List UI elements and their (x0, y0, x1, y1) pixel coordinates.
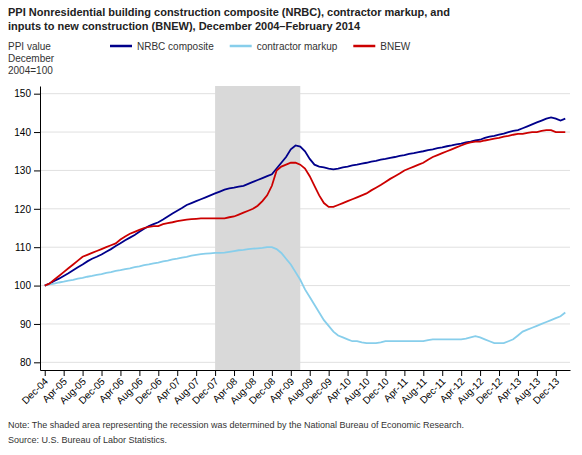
plot-area (45, 86, 566, 370)
x-tick-mark (139, 370, 140, 376)
annotation: Note: The shaded area representing the r… (8, 420, 464, 430)
x-tick-mark (348, 370, 349, 376)
x-tick-mark (480, 370, 481, 376)
x-tick-mark (404, 370, 405, 376)
legend-label: BNEW (380, 41, 411, 52)
x-tick-mark (102, 370, 103, 376)
y-tick-mark (34, 209, 40, 210)
y-tick: 150 (14, 88, 40, 99)
x-tick-mark (45, 370, 46, 376)
series-line (45, 117, 566, 285)
x-tick-label: Dec-13 (531, 375, 562, 406)
title-line: PPI Nonresidential building construction… (8, 6, 450, 18)
grid-line (40, 323, 570, 324)
grid-line (40, 132, 570, 133)
y-tick-mark (34, 170, 40, 171)
y-tick: 110 (15, 242, 40, 253)
y-tick-mark (34, 286, 40, 287)
x-tick-mark (423, 370, 424, 376)
x-tick-mark (329, 370, 330, 376)
y-tick-mark (34, 362, 40, 363)
legend-label: contractor markup (257, 41, 338, 52)
y-axis-line (40, 87, 41, 371)
x-tick-mark (310, 370, 311, 376)
y-tick-mark (34, 132, 40, 133)
grid-line (40, 362, 570, 363)
series-line (45, 247, 566, 343)
x-tick-mark (196, 370, 197, 376)
x-tick-mark (385, 370, 386, 376)
x-axis-line (41, 370, 571, 371)
legend-item: NRBC composite (110, 41, 214, 52)
title-line: inputs to new construction (BNEW), Decem… (8, 20, 361, 32)
x-tick-mark (442, 370, 443, 376)
y-tick: 100 (14, 280, 40, 291)
legend-swatch (353, 45, 375, 48)
y-axis-label-line: 2004=100 (8, 65, 53, 76)
annotation: Source: U.S. Bureau of Labor Statistics. (8, 435, 167, 445)
y-tick-label: 90 (20, 319, 32, 330)
x-tick-mark (83, 370, 84, 376)
x-tick-mark (234, 370, 235, 376)
x-tick-mark (291, 370, 292, 376)
y-tick: 140 (14, 127, 40, 138)
y-tick-label: 120 (14, 204, 31, 215)
title: PPI Nonresidential building construction… (8, 6, 450, 32)
legend-item: BNEW (353, 41, 411, 52)
grid-line (40, 285, 570, 286)
y-tick-mark (34, 94, 40, 95)
legend-swatch (110, 45, 132, 48)
x-tick-mark (499, 370, 500, 376)
x-tick-mark (367, 370, 368, 376)
y-tick-mark (34, 324, 40, 325)
legend: NRBC composite contractor markup BNEW (110, 41, 411, 52)
x-tick-mark (272, 370, 273, 376)
y-axis: 80 90 100 110 120 130 140 150 (14, 87, 40, 371)
grid-line (40, 93, 570, 94)
x-tick-mark (518, 370, 519, 376)
grid-line (40, 208, 570, 209)
y-axis-label-line: December (8, 53, 55, 64)
grid (40, 94, 570, 363)
y-tick-label: 130 (14, 165, 31, 176)
x-tick: Dec-13 (531, 370, 562, 406)
legend-label: NRBC composite (137, 41, 214, 52)
x-tick-mark (177, 370, 178, 376)
x-tick-mark (537, 370, 538, 376)
shaded-range (215, 86, 300, 370)
y-tick-mark (34, 247, 40, 248)
y-axis-label-line: PPI value (8, 41, 51, 52)
x-tick-mark (253, 370, 254, 376)
legend-item: contractor markup (230, 41, 338, 52)
legend-swatch (230, 45, 252, 48)
y-tick: 120 (14, 204, 40, 215)
chart-svg: PPI Nonresidential building construction… (0, 0, 582, 455)
x-axis: Dec-04Apr-05Aug-05Dec-05Apr-06Aug-06Dec-… (20, 370, 571, 406)
y-tick: 130 (14, 165, 40, 176)
x-tick-mark (461, 370, 462, 376)
x-tick-mark (556, 370, 557, 376)
x-tick-mark (64, 370, 65, 376)
y-tick-label: 150 (14, 88, 31, 99)
x-tick-mark (120, 370, 121, 376)
series-line (45, 130, 566, 285)
y-tick-label: 110 (15, 242, 31, 253)
x-tick-mark (158, 370, 159, 376)
y-tick-label: 80 (20, 357, 32, 368)
x-tick-mark (215, 370, 216, 376)
grid-line (40, 247, 570, 248)
y-tick: 90 (20, 319, 40, 330)
y-tick-label: 100 (14, 280, 31, 291)
y-axis-label: PPI valueDecember2004=100 (8, 41, 55, 76)
y-tick: 80 (20, 357, 40, 368)
y-tick-label: 140 (14, 127, 31, 138)
